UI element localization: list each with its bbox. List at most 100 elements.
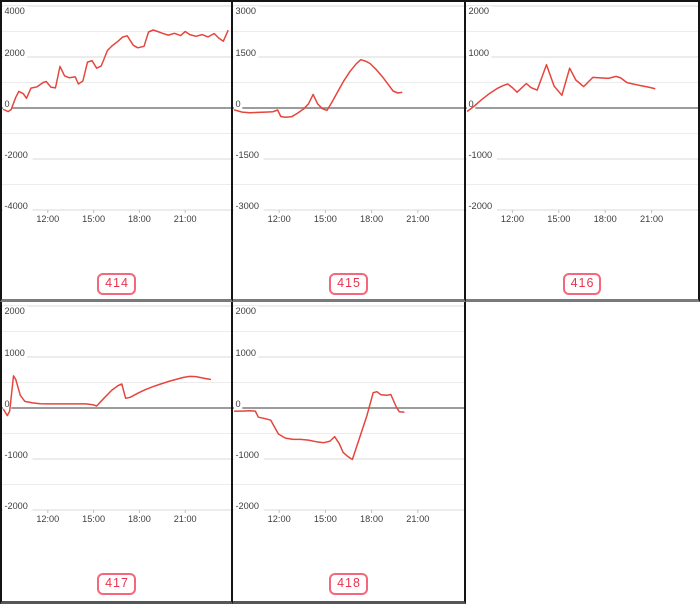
series-line	[233, 58, 403, 118]
x-axis-label: 15:00	[82, 514, 105, 524]
x-axis-label: 18:00	[128, 514, 151, 524]
y-label-backing	[233, 348, 259, 358]
y-axis-label: -4000	[4, 201, 27, 211]
x-axis-label: 18:00	[594, 214, 617, 224]
y-label-backing	[2, 348, 28, 358]
badge-row: 416	[466, 273, 698, 295]
y-axis-label: 0	[4, 99, 9, 109]
y-axis-label: 2000	[235, 306, 255, 316]
badge-row: 418	[233, 573, 464, 595]
y-axis-label: -3000	[235, 201, 259, 211]
series-line	[2, 29, 229, 113]
y-axis-label: 0	[235, 99, 240, 109]
x-axis-label: 15:00	[82, 214, 105, 224]
x-axis-label: 15:00	[314, 214, 337, 224]
x-axis-label: 21:00	[640, 214, 663, 224]
y-label-backing	[466, 6, 492, 16]
y-label-backing	[2, 150, 33, 160]
machine-cell-417: 12:00 15:00 18:00 21:00 2000 1000 0 -1000 -2000 …	[0, 302, 233, 604]
chart-canvas: 12:00 15:00 18:00 21:00 4000 2000 0 -2000 -4000	[2, 5, 231, 224]
x-axis-label: 12:00	[268, 514, 291, 524]
y-axis-label: -2000	[235, 501, 259, 511]
y-label-backing	[233, 399, 243, 409]
machine-cell-416: 12:00 15:00 18:00 21:00 2000 1000 0 -1000 -2000 …	[466, 0, 700, 302]
y-axis-label: 3000	[235, 6, 255, 16]
chart-canvas: 12:00 15:00 18:00 21:00 2000 1000 0 -1000 -2000	[233, 305, 464, 524]
x-axis-label: 12:00	[268, 214, 291, 224]
y-label-backing	[2, 48, 28, 58]
chart-canvas: 12:00 15:00 18:00 21:00 2000 1000 0 -1000 -2000	[466, 5, 698, 224]
y-label-backing	[2, 201, 33, 211]
y-label-backing	[233, 6, 259, 16]
y-axis-label: 2000	[4, 306, 24, 316]
x-axis-label: 21:00	[174, 514, 197, 524]
y-axis-label: 2000	[468, 6, 489, 16]
chart-canvas: 12:00 15:00 18:00 21:00 2000 1000 0 -1000 -2000	[2, 305, 231, 524]
series-line	[233, 390, 405, 461]
x-axis-label: 12:00	[36, 514, 59, 524]
machine-number-badge[interactable]: 415	[329, 273, 368, 295]
x-axis-label: 18:00	[128, 214, 151, 224]
y-label-backing	[233, 501, 264, 511]
x-axis-label: 21:00	[174, 214, 197, 224]
machine-number-badge[interactable]: 418	[329, 573, 368, 595]
machine-number-badge[interactable]: 416	[562, 273, 602, 295]
y-axis-label: 1000	[235, 348, 255, 358]
y-axis-label: 4000	[4, 6, 24, 16]
machine-cell-415: 12:00 15:00 18:00 21:00 3000 1500 0 -1500 -3000 …	[233, 0, 466, 302]
y-label-backing	[466, 99, 476, 109]
machine-number-badge[interactable]: 417	[97, 573, 136, 595]
machine-number-badge[interactable]: 414	[97, 273, 136, 295]
y-axis-label: 0	[235, 399, 240, 409]
y-label-backing	[233, 450, 264, 460]
machine-cell-414: 12:00 15:00 18:00 21:00 4000 2000 0 -2000 -4000 …	[0, 0, 233, 302]
y-label-backing	[466, 150, 497, 160]
y-axis-label: 1000	[4, 348, 24, 358]
y-label-backing	[2, 306, 28, 316]
y-label-backing	[2, 99, 12, 109]
x-axis-label: 18:00	[360, 514, 383, 524]
y-label-backing	[233, 99, 243, 109]
badge-row: 414	[2, 273, 231, 295]
y-label-backing	[466, 48, 492, 58]
x-axis-label: 18:00	[360, 214, 383, 224]
y-label-backing	[233, 201, 264, 211]
y-axis-label: 0	[4, 399, 9, 409]
empty-cell	[466, 302, 700, 604]
y-axis-label: 2000	[4, 48, 24, 58]
y-label-backing	[2, 501, 33, 511]
profit-chart-416: 12:00 15:00 18:00 21:00 2000 1000 0 -1000 -2000	[466, 2, 698, 228]
y-axis-label: 1500	[235, 48, 255, 58]
badge-row: 415	[233, 273, 464, 295]
y-label-backing	[466, 201, 497, 211]
machine-cell-418: 12:00 15:00 18:00 21:00 2000 1000 0 -1000 -2000 …	[233, 302, 466, 604]
series-line	[2, 375, 212, 417]
y-axis-label: -2000	[4, 150, 27, 160]
y-axis-label: -1500	[235, 150, 259, 160]
x-axis-label: 12:00	[36, 214, 59, 224]
x-axis-label: 12:00	[501, 214, 524, 224]
x-axis-label: 21:00	[406, 214, 429, 224]
profit-chart-414: 12:00 15:00 18:00 21:00 4000 2000 0 -2000 -4000	[2, 2, 231, 228]
series-line	[466, 63, 656, 112]
profit-chart-418: 12:00 15:00 18:00 21:00 2000 1000 0 -1000 -2000	[233, 302, 464, 528]
y-label-backing	[2, 399, 12, 409]
y-axis-label: -2000	[4, 501, 27, 511]
y-label-backing	[233, 48, 259, 58]
y-label-backing	[233, 150, 264, 160]
y-label-backing	[233, 306, 259, 316]
y-label-backing	[2, 450, 33, 460]
x-axis-label: 21:00	[406, 514, 429, 524]
profit-chart-417: 12:00 15:00 18:00 21:00 2000 1000 0 -1000 -2000	[2, 302, 231, 528]
y-axis-label: -1000	[4, 450, 27, 460]
y-axis-label: 1000	[468, 48, 489, 58]
y-axis-label: -1000	[468, 150, 492, 160]
y-axis-label: -1000	[235, 450, 259, 460]
badge-row: 417	[2, 573, 231, 595]
x-axis-label: 15:00	[314, 514, 337, 524]
profit-chart-415: 12:00 15:00 18:00 21:00 3000 1500 0 -1500 -3000	[233, 2, 464, 228]
y-axis-label: -2000	[468, 201, 492, 211]
y-label-backing	[2, 6, 28, 16]
chart-canvas: 12:00 15:00 18:00 21:00 3000 1500 0 -1500 -3000	[233, 5, 464, 224]
